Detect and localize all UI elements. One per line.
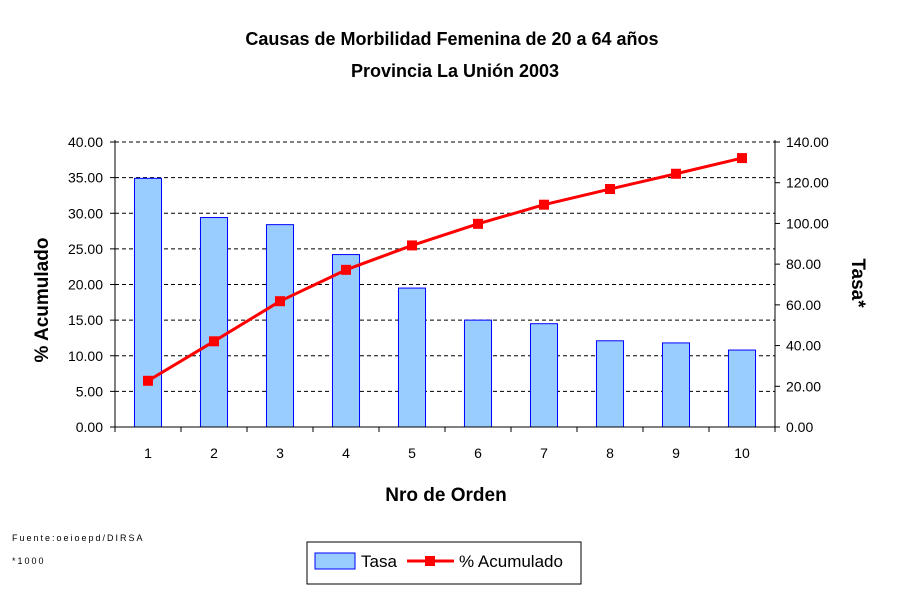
right-tick-label: 80.00	[786, 256, 821, 272]
line-series	[143, 153, 747, 386]
left-tick-label: 25.00	[68, 241, 103, 257]
right-axis-ticks: 0.00 20.00 40.00 60.00 80.00 100.00 120.00 140.…	[775, 134, 829, 435]
left-tick-label: 15.00	[68, 312, 103, 328]
bar-series	[133, 177, 757, 428]
right-tick-label: 0.00	[786, 419, 813, 435]
legend-label-acumulado: % Acumulado	[459, 552, 563, 571]
line-point	[605, 184, 615, 195]
footnote: *1000	[12, 556, 46, 566]
left-tick-label: 10.00	[68, 348, 103, 364]
right-tick-label: 120.00	[786, 175, 829, 191]
right-tick-label: 140.00	[786, 134, 829, 150]
legend-label-tasa: Tasa	[361, 552, 397, 571]
legend-bar-swatch	[314, 552, 356, 570]
right-tick-label: 40.00	[786, 338, 821, 354]
line-point	[407, 240, 417, 251]
x-axis-ticks: 1 2 3 4 5 6 7 8 9 10	[114, 427, 776, 461]
series-line	[147, 156, 743, 383]
x-tick-label: 8	[606, 445, 614, 461]
bar	[529, 323, 559, 428]
right-tick-label: 20.00	[786, 378, 821, 394]
bar	[727, 349, 757, 428]
line-point	[539, 199, 549, 210]
line-point	[737, 153, 747, 164]
line-point	[275, 296, 285, 307]
gridlines	[115, 141, 775, 392]
source-note: Fuente:oeioepd/DIRSA	[12, 533, 145, 543]
left-tick-label: 30.00	[68, 205, 103, 221]
left-tick-label: 5.00	[76, 383, 103, 399]
x-axis-title: Nro de Orden	[385, 485, 506, 506]
right-tick-label: 60.00	[786, 297, 821, 313]
chart-title: Causas de Morbilidad Femenina de 20 a 64…	[245, 29, 658, 49]
chart-subtitle: Provincia La Unión 2003	[351, 61, 559, 81]
left-tick-label: 20.00	[68, 277, 103, 293]
left-tick-label: 40.00	[68, 134, 103, 150]
x-tick-label: 7	[540, 445, 548, 461]
x-tick-label: 10	[734, 445, 750, 461]
line-point	[143, 375, 153, 386]
x-tick-label: 2	[210, 445, 218, 461]
left-axis-title: % Acumulado	[32, 238, 53, 363]
legend-box	[306, 541, 582, 585]
bar	[463, 319, 493, 428]
right-axis-title: Tasa*	[847, 258, 868, 308]
bar	[199, 217, 229, 428]
line-point	[209, 336, 219, 347]
line-point	[473, 218, 483, 229]
x-tick-label: 5	[408, 445, 416, 461]
x-tick-label: 3	[276, 445, 284, 461]
left-tick-label: 0.00	[76, 419, 103, 435]
right-tick-label: 100.00	[786, 215, 829, 231]
bar	[595, 340, 625, 428]
bar	[397, 287, 427, 428]
left-tick-label: 35.00	[68, 170, 103, 186]
bar	[265, 224, 295, 428]
x-tick-label: 1	[144, 445, 152, 461]
bar	[661, 342, 691, 428]
legend-line-marker	[425, 556, 435, 566]
line-point	[671, 168, 681, 179]
left-axis-ticks: 0.00 5.00 10.00 15.00 20.00 25.00 30.00 35.00 40…	[68, 134, 115, 435]
legend: Tasa % Acumulado	[306, 541, 582, 585]
x-tick-label: 9	[672, 445, 680, 461]
x-tick-label: 4	[342, 445, 350, 461]
bar	[331, 254, 361, 428]
bar	[133, 177, 163, 428]
x-tick-label: 6	[474, 445, 482, 461]
line-point	[341, 264, 351, 275]
